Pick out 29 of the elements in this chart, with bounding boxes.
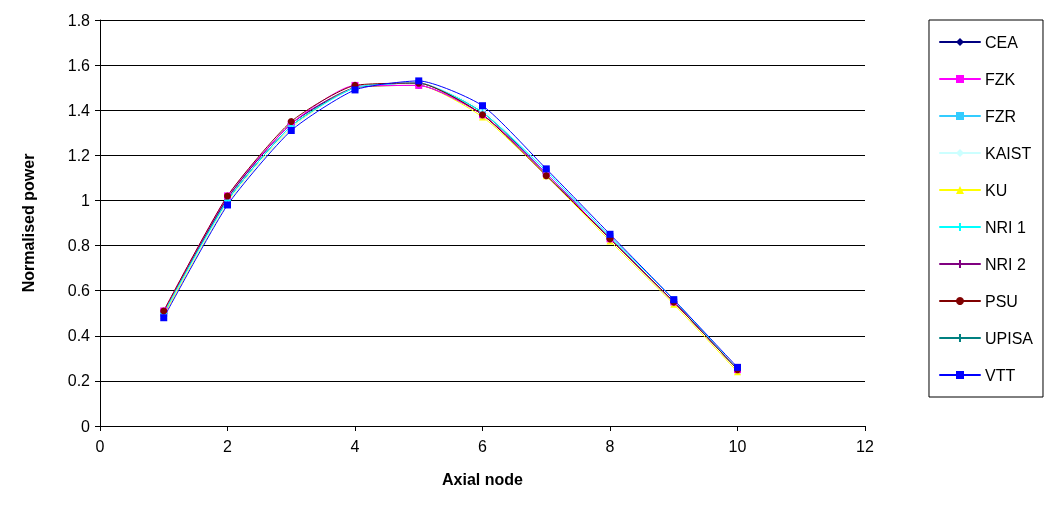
legend-label: PSU (984, 292, 1018, 310)
legend-label: UPISA (984, 329, 1034, 347)
legend-label: FZR (984, 107, 1017, 125)
y-tick-label: 1 (81, 191, 91, 209)
y-tick-label: 0 (81, 417, 91, 435)
y-tick-label: 0.2 (67, 372, 91, 390)
x-tick-label: 12 (856, 437, 874, 455)
x-tick-label: 8 (605, 437, 615, 455)
y-axis-title: Normalised power (19, 153, 37, 293)
legend-label: FZK (984, 70, 1016, 88)
x-tick-label: 4 (350, 437, 360, 455)
x-tick-label: 6 (478, 437, 488, 455)
x-tick-label: 2 (223, 437, 233, 455)
legend-label: CEA (984, 33, 1019, 51)
y-tick-label: 1.6 (67, 56, 91, 74)
legend-label: NRI 2 (984, 255, 1026, 273)
x-tick-label: 10 (728, 437, 747, 455)
x-tick-label: 0 (95, 437, 105, 455)
y-tick-label: 0.6 (67, 282, 91, 300)
x-axis-title: Axial node (442, 470, 524, 488)
y-tick-label: 0.8 (67, 237, 91, 255)
y-tick-label: 1.4 (67, 101, 91, 119)
y-tick-label: 1.2 (67, 146, 91, 164)
legend-label: VTT (984, 366, 1016, 384)
legend-label: KU (984, 181, 1008, 199)
y-tick-label: 1.8 (67, 11, 91, 29)
legend-label: NRI 1 (984, 218, 1026, 236)
y-tick-label: 0.4 (67, 327, 91, 345)
legend-label: KAIST (984, 144, 1032, 162)
